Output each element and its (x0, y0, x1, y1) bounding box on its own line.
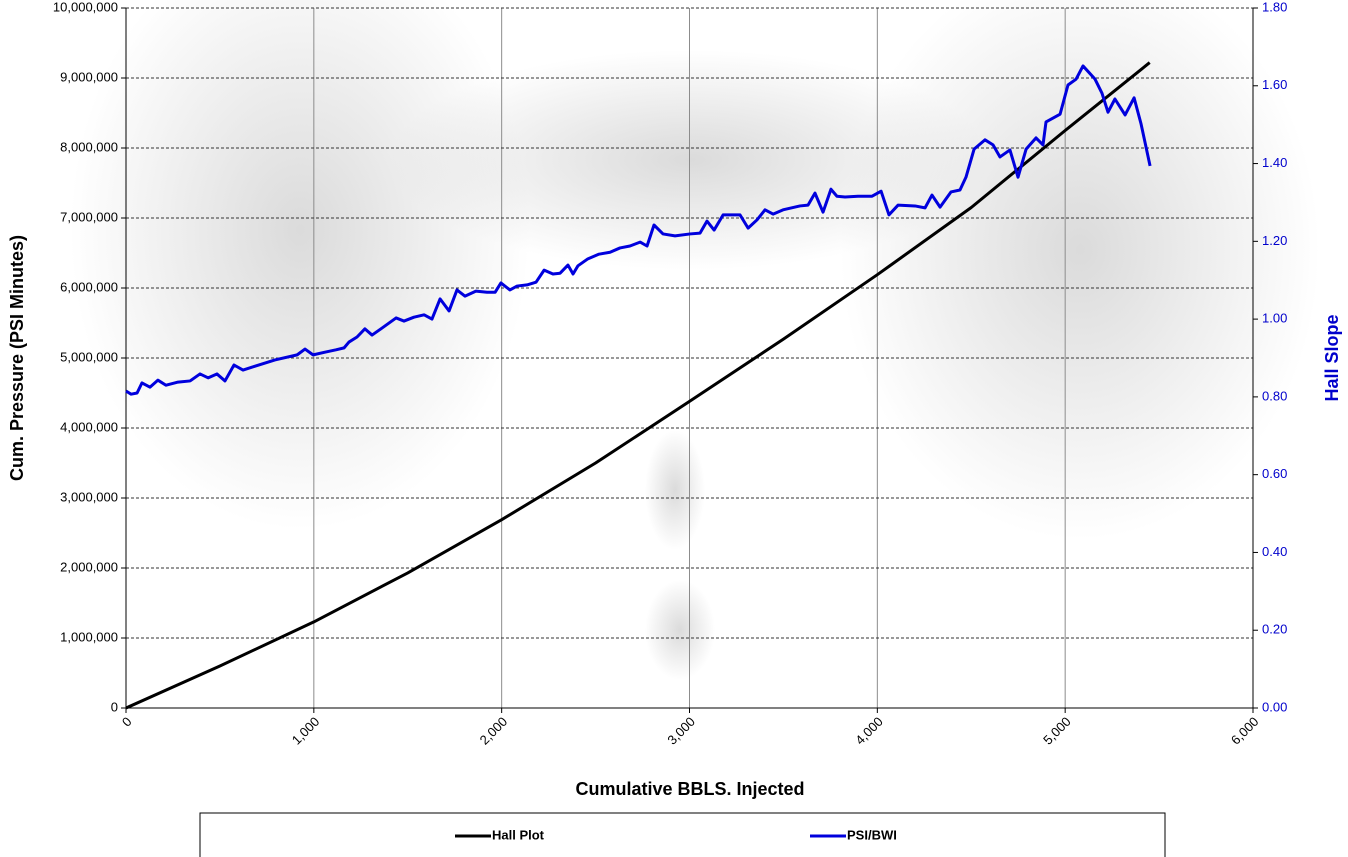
y2-tick-label: 0.40 (1262, 544, 1287, 559)
x-axis-title: Cumulative BBLS. Injected (575, 779, 804, 799)
y2-tick-label: 0.20 (1262, 622, 1287, 637)
x-tick-label: 3,000 (664, 714, 698, 748)
legend-label: Hall Plot (492, 827, 545, 842)
x-tick-label: 6,000 (1228, 714, 1262, 748)
y2-tick-label: 0.60 (1262, 466, 1287, 481)
x-tick-label: 1,000 (289, 714, 323, 748)
y-tick-label: 8,000,000 (60, 139, 118, 154)
legend-label: PSI/BWI (847, 827, 897, 842)
y-tick-label: 5,000,000 (60, 349, 118, 364)
chart: 0 1,000 2,000 3,000 4,000 5,000 6,000 0 1,000,00… (0, 0, 1348, 857)
y2-tick-label: 1.00 (1262, 311, 1287, 326)
y2-tick-label: 1.20 (1262, 233, 1287, 248)
x-tick-label: 0 (119, 714, 135, 730)
y-tick-label: 7,000,000 (60, 209, 118, 224)
x-tick-label: 4,000 (852, 714, 886, 748)
y-tick-label: 4,000,000 (60, 419, 118, 434)
y-tick-label: 6,000,000 (60, 279, 118, 294)
y2-tick-label: 0.80 (1262, 388, 1287, 403)
y2-tick-label: 1.40 (1262, 155, 1287, 170)
y-tick-label: 1,000,000 (60, 629, 118, 644)
y-tick-label: 0 (111, 699, 118, 714)
legend-box (200, 813, 1165, 857)
x-tick-label: 2,000 (477, 714, 511, 748)
y-tick-label: 2,000,000 (60, 559, 118, 574)
y2-axis-title: Hall Slope (1322, 314, 1342, 401)
y-tick-label: 3,000,000 (60, 489, 118, 504)
y2-tick-label: 1.80 (1262, 0, 1287, 14)
y2-tick-label: 0.00 (1262, 699, 1287, 714)
x-tick-label: 5,000 (1040, 714, 1074, 748)
y-tick-label: 9,000,000 (60, 69, 118, 84)
y2-tick-label: 1.60 (1262, 77, 1287, 92)
y-axis-title: Cum. Pressure (PSI Minutes) (7, 235, 27, 481)
y-tick-label: 10,000,000 (53, 0, 118, 14)
